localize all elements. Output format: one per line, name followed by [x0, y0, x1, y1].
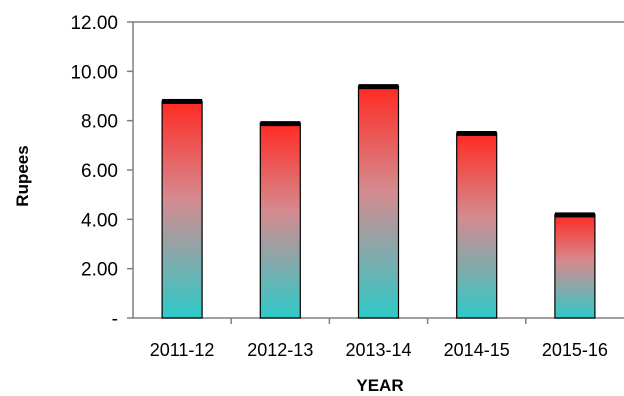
x-tick-label: 2013-14 [345, 340, 411, 360]
x-axis-title: YEAR [356, 376, 403, 395]
plot-area: - 2.00 4.00 6.00 8.00 10.00 12.00 2011-12 2012-1… [70, 13, 624, 360]
x-tick-label: 2012-13 [247, 340, 313, 360]
y-tick-label: 6.00 [81, 161, 118, 182]
bar [259, 122, 301, 319]
bar [357, 85, 400, 319]
y-tick-label: 2.00 [81, 260, 118, 281]
y-axis-title: Rupees [13, 145, 32, 206]
y-tick-label: - [112, 309, 118, 330]
y-tick-label: 12.00 [70, 13, 118, 34]
y-tick-label: 4.00 [81, 210, 118, 231]
bar [161, 100, 203, 319]
x-tick-label: 2014-15 [444, 340, 510, 360]
bar-top-cap [358, 84, 399, 90]
bar-top-cap [554, 212, 595, 218]
x-tick-label: 2015-16 [542, 340, 608, 360]
bar [554, 213, 596, 319]
y-tick-label: 8.00 [81, 112, 118, 133]
bar-top-cap [456, 131, 497, 136]
bar [456, 132, 498, 319]
y-tick-label: 10.00 [70, 62, 118, 83]
x-tick-label: 2011-12 [150, 340, 215, 360]
bar-top-cap [260, 121, 301, 127]
bar-top-cap [162, 98, 203, 104]
